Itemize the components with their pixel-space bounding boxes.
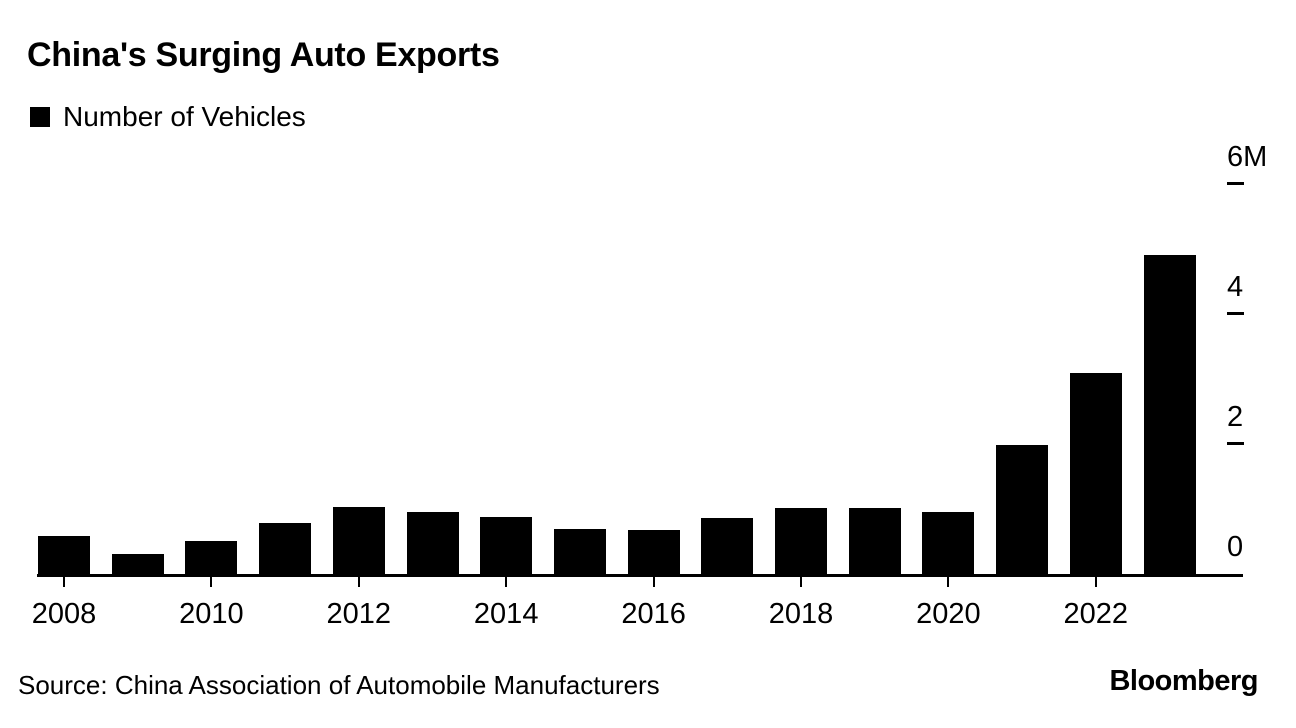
bar-2020 <box>922 512 975 577</box>
legend-swatch-icon <box>30 107 50 127</box>
y-tick-label-2: 2 <box>1227 401 1244 433</box>
y-tick-dash-2 <box>1227 442 1244 445</box>
x-tick-label-2022: 2022 <box>1063 598 1129 630</box>
bar-2009 <box>111 553 164 577</box>
x-tick-label-2016: 2016 <box>621 598 686 630</box>
bar-2014 <box>480 517 533 577</box>
x-tick-label-2010: 2010 <box>179 598 244 630</box>
bar-2015 <box>553 528 606 577</box>
bar-2010 <box>185 541 238 577</box>
x-tick-2020 <box>947 577 950 587</box>
x-tick-label-2008: 2008 <box>31 598 97 630</box>
bar-2022 <box>1069 372 1122 577</box>
y-tick-label-6: 6M <box>1227 141 1268 173</box>
y-tick-dash-6 <box>1227 182 1244 185</box>
y-tick-label-0: 0 <box>1227 531 1244 563</box>
x-tick-label-2020: 2020 <box>916 598 981 630</box>
x-tick-2014 <box>505 577 508 587</box>
bar-2018 <box>775 508 827 577</box>
bar-2023 <box>1143 255 1196 577</box>
bar-2012 <box>332 506 385 577</box>
x-tick-label-2012: 2012 <box>326 598 392 630</box>
x-tick-label-2014: 2014 <box>473 598 539 630</box>
bar-2016 <box>627 530 680 577</box>
x-tick-2016 <box>652 577 655 587</box>
x-tick-2018 <box>800 577 802 587</box>
x-tick-2008 <box>63 577 65 587</box>
bar-2019 <box>848 508 901 577</box>
legend-label: Number of Vehicles <box>63 101 306 132</box>
bar-2013 <box>406 512 459 577</box>
y-tick-dash-4 <box>1227 312 1244 315</box>
legend: Number of Vehicles <box>30 101 306 133</box>
bar-2008 <box>38 536 90 577</box>
bar-2021 <box>996 445 1049 577</box>
source-note: Source: China Association of Automobile … <box>18 670 660 700</box>
x-tick-2012 <box>357 577 360 587</box>
bar-2017 <box>701 517 754 577</box>
x-tick-2022 <box>1094 577 1097 587</box>
chart-title: China's Surging Auto Exports <box>27 36 500 74</box>
x-tick-label-2018: 2018 <box>768 598 834 630</box>
y-tick-label-4: 4 <box>1227 271 1244 303</box>
bloomberg-logo: Bloomberg <box>1109 665 1258 697</box>
bar-2011 <box>259 523 312 577</box>
x-tick-2010 <box>210 577 213 587</box>
